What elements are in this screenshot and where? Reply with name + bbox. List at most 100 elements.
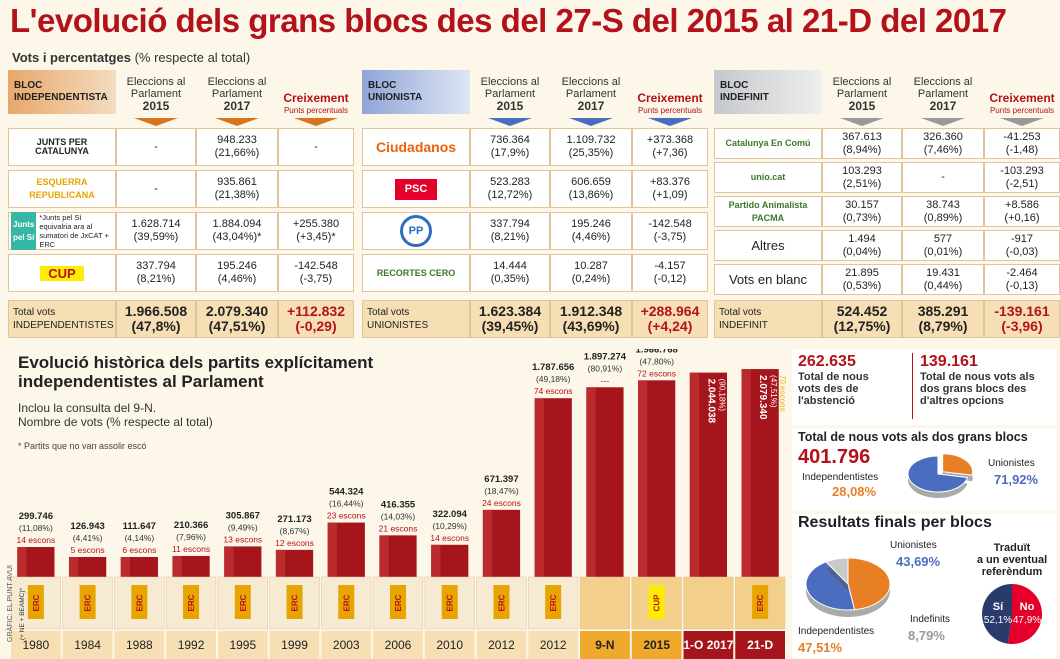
bar-highlight xyxy=(275,549,286,577)
col-2015-l1: Eleccions al xyxy=(126,76,186,88)
total-label-2: INDEPENDENTISTES xyxy=(13,320,114,331)
pie-slice xyxy=(847,557,891,611)
new-votes-pie xyxy=(907,453,974,498)
party-logo-icon xyxy=(286,585,303,619)
pct-2015: (8,21%) xyxy=(490,231,530,243)
bar-seats-label: 14 escons xyxy=(16,535,55,545)
cell-2017: 195.246 (4,46%) xyxy=(196,254,278,292)
growth-points: (+7,36) xyxy=(652,147,688,159)
bar-group: 299.746(11,08%) 14 escons ERC 1980 xyxy=(10,511,61,659)
growth-points: (+1,09) xyxy=(652,189,688,201)
year-cell xyxy=(528,631,579,659)
row-label: Altres xyxy=(751,238,785,253)
year-cell xyxy=(166,631,216,659)
bar-seats-label: 74 escons xyxy=(534,386,573,396)
referendum-si-pct: 52,1% xyxy=(984,615,1012,626)
party-logo-text: ERC xyxy=(135,594,144,611)
col-growth-l2: Punts percentuals xyxy=(637,106,703,115)
cell-growth: -4.157 (-0,12) xyxy=(632,254,708,292)
table-row: unio.cat 103.293 (2,51%) - -103.293 (-2,51) xyxy=(714,162,1060,193)
total-votes-2017: 1.912.348 xyxy=(559,303,623,319)
total-growth-points: (-3,96) xyxy=(1001,318,1043,334)
referendum-si-label: Sí xyxy=(993,601,1004,613)
new-votes-union-pct: 71,92% xyxy=(994,472,1039,487)
bar-seats-label: 6 escons xyxy=(122,545,156,555)
cell-2017: 195.246 (4,46%) xyxy=(550,212,632,250)
total-growth-votes: -139.161 xyxy=(994,303,1050,319)
cell-2017: 1.109.732 (25,35%) xyxy=(550,128,632,166)
bar-group: 305.867(9,49%) 13 escons ERC 1995 xyxy=(217,510,268,659)
growth-votes: +8.586 xyxy=(1005,198,1039,211)
growth-votes: -41.253 xyxy=(1003,130,1041,143)
cell-growth: -917 (-0,03) xyxy=(984,230,1060,261)
cell-2017: 10.287 (0,24%) xyxy=(550,254,632,292)
pp-logo: PP xyxy=(400,215,432,247)
bloc-title: BLOC UNIONISTA xyxy=(362,70,470,114)
table-row: Catalunya En Comú 367.613 (8,94%) 326.360 (7… xyxy=(714,128,1060,159)
table-row: Ciudadanos 736.364 (17,9%) 1.109.732 (25,35%… xyxy=(362,128,708,166)
col-2017-l3: 2017 xyxy=(577,99,605,113)
votes-2015: 30.157 xyxy=(845,198,879,211)
history-chart-section: Evolució històrica dels partits explícit… xyxy=(10,349,786,659)
votes-2015: - xyxy=(154,140,158,153)
first-party-note: (+ NE + BEAMC)* xyxy=(19,588,26,640)
chart-credit: GRÀFIC: EL PUNT AVUI xyxy=(6,565,14,642)
growth-points: (-3,75) xyxy=(653,231,687,243)
year-cell xyxy=(735,631,785,659)
col-growth-l2: Punts percentuals xyxy=(283,106,349,115)
votes-2017: 1.109.732 xyxy=(566,134,616,146)
col-2017-l1: Eleccions al xyxy=(207,76,267,88)
votes-2015: 523.283 xyxy=(490,176,530,188)
votes-2015: 337.794 xyxy=(490,218,530,230)
bar-value-label: 1.787.656 xyxy=(532,362,574,373)
referendum-pie: Sí 52,1% No 47,9% xyxy=(982,584,1042,644)
page-subtitle: Vots i percentatges (% respecte al total… xyxy=(12,50,250,65)
abstention-new-votes: 262.635 Total de nous vots des de l'absten… xyxy=(798,353,906,407)
bar-pct-label: (16,44%) xyxy=(329,499,364,509)
table-row: Junts pel Sí *Junts pel Sí equivalria ara… xyxy=(8,212,354,250)
new-votes-union-label: Unionistes xyxy=(988,458,1035,469)
growth-points: (-0,03) xyxy=(1005,245,1039,258)
bar-value-label: 305.867 xyxy=(226,510,260,521)
year-label: 1999 xyxy=(281,638,308,652)
party-logo-icon xyxy=(183,585,200,619)
total-votes-2015: 1.966.508 xyxy=(124,303,188,319)
year-cell xyxy=(476,631,527,659)
referendum-label: Traduït a un eventual referèndum xyxy=(970,542,1054,578)
cell-growth: -142.548 (-3,75) xyxy=(632,212,708,250)
pct-2015: (8,21%) xyxy=(136,273,176,285)
cell-2015: 337.794 (8,21%) xyxy=(470,212,550,250)
bar-group: 210.366(7,96%) 11 escons ERC 1992 xyxy=(165,520,217,659)
bloc-title-1: BLOC xyxy=(14,80,43,91)
total-label-2: INDEFINIT xyxy=(719,320,768,331)
bar-highlight xyxy=(586,387,596,577)
jxsi-logo: Junts pel Sí xyxy=(11,212,37,250)
bar-seats-label: --- xyxy=(601,375,610,385)
bar-group: 271.173(8,67%) 12 escons ERC 1999 xyxy=(269,514,320,659)
other-options-text-3: d'altres opcions xyxy=(920,395,1004,407)
year-label: 1984 xyxy=(74,638,101,652)
bar-pct-label: (49,18%) xyxy=(536,374,571,384)
col-2017: Eleccions al Parlament 2017 xyxy=(550,76,632,113)
history-chart: 299.746(11,08%)14 esconsERC1980126.943(4… xyxy=(10,349,786,659)
other-options-text-1: Total de nous vots als xyxy=(920,371,1035,383)
bar-highlight xyxy=(379,535,389,577)
pct-2017: (7,46%) xyxy=(923,143,963,156)
bar-highlight xyxy=(68,557,79,577)
pct-2017: (0,89%) xyxy=(923,211,963,224)
party-logo-text: ERC xyxy=(549,594,558,611)
bar-pct-label: (8,67%) xyxy=(280,526,310,536)
col-2015-l3: 2015 xyxy=(848,99,876,113)
bar-highlight xyxy=(17,547,27,577)
cell-growth: -142.548 (-3,75) xyxy=(278,254,354,292)
bar-highlight xyxy=(224,546,234,577)
year-cell xyxy=(580,631,630,659)
party-logo-icon xyxy=(131,585,148,619)
abstention-text-1: Total de nous xyxy=(798,371,869,383)
cell-2017: 326.360 (7,46%) xyxy=(902,128,984,159)
total-2015: 524.452 (12,75%) xyxy=(822,300,902,338)
votes-2015: 1.628.714 xyxy=(131,218,181,230)
bar-seats-label: 14 escons xyxy=(430,533,469,543)
total-growth: -139.161 (-3,96) xyxy=(984,300,1060,338)
col-growth-l2: Punts percentuals xyxy=(989,106,1055,115)
